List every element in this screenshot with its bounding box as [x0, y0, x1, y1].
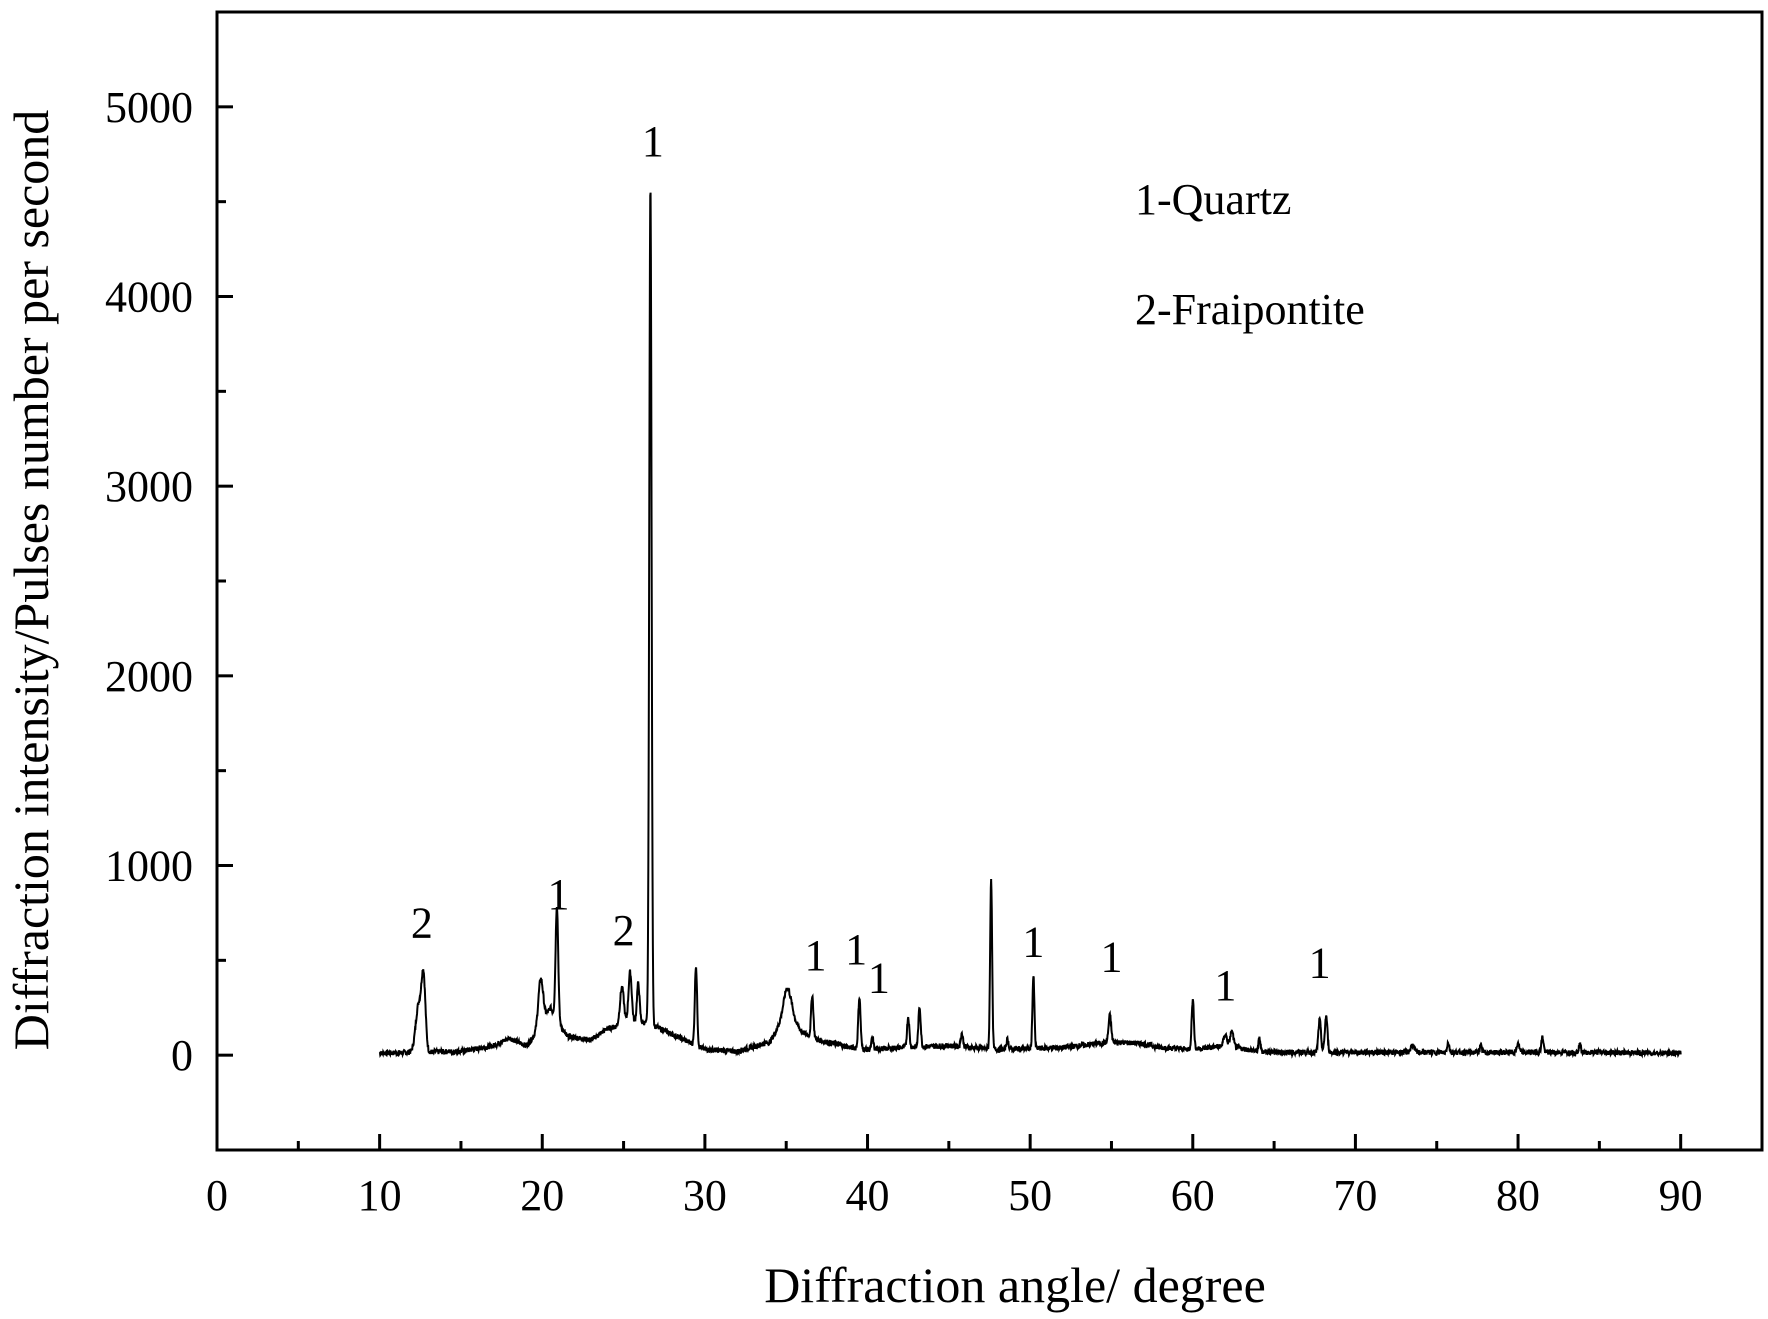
y-tick-label: 3000: [105, 462, 193, 511]
x-tick-label: 40: [846, 1171, 890, 1220]
y-tick-label: 1000: [105, 842, 193, 891]
peak-label: 1: [642, 117, 664, 166]
peak-label: 1: [845, 925, 867, 974]
y-tick-label: 0: [171, 1031, 193, 1080]
legend-entry-quartz: 1-Quartz: [1135, 175, 1291, 224]
x-tick-label: 90: [1659, 1171, 1703, 1220]
peak-label: 1: [548, 870, 570, 919]
diffraction-pattern-line: [378, 192, 1682, 1059]
y-axis-title: Diffraction intensity/Pulses number per …: [3, 110, 59, 1051]
x-axis-title: Diffraction angle/ degree: [764, 1257, 1266, 1313]
peak-label: 1: [868, 954, 890, 1003]
x-tick-label: 20: [520, 1171, 564, 1220]
y-axis-tick-labels: 0 1000 2000 3000 4000 5000: [105, 83, 193, 1080]
y-tick-label: 2000: [105, 652, 193, 701]
x-axis-tick-labels: 0 10 20 30 40 50 60 70 80 90: [206, 1171, 1703, 1220]
x-tick-label: 60: [1171, 1171, 1215, 1220]
x-tick-label: 10: [358, 1171, 402, 1220]
x-tick-label: 70: [1333, 1171, 1377, 1220]
peak-label: 2: [411, 899, 433, 948]
x-tick-label: 50: [1008, 1171, 1052, 1220]
x-tick-label: 30: [683, 1171, 727, 1220]
peak-label: 1: [1100, 933, 1122, 982]
y-tick-label: 4000: [105, 273, 193, 322]
peak-label: 1: [804, 931, 826, 980]
legend-entry-fraipontite: 2-Fraipontite: [1135, 285, 1365, 334]
peak-label: 2: [613, 906, 635, 955]
x-axis-ticks: [215, 1134, 1764, 1150]
peak-label: 1: [1022, 918, 1044, 967]
y-axis-ticks: [217, 10, 233, 1152]
x-tick-label: 80: [1496, 1171, 1540, 1220]
peak-label: 1: [1214, 961, 1236, 1010]
peak-label: 1: [1309, 938, 1331, 987]
x-tick-label: 0: [206, 1171, 228, 1220]
y-tick-label: 5000: [105, 83, 193, 132]
